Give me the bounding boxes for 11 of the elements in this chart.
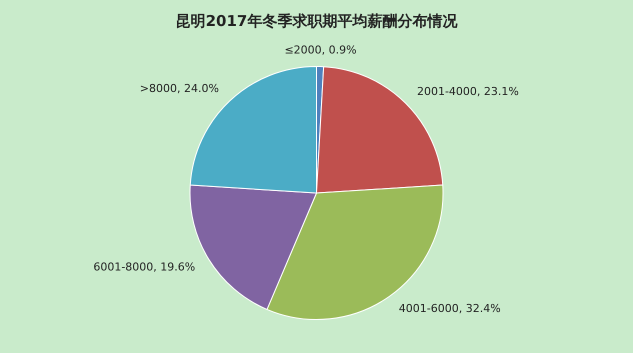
data-label: , 23.1% xyxy=(476,84,519,98)
data-label: , 0.9% xyxy=(322,43,357,56)
chart-title: 昆明2017年冬季求职期平均薪酬分布情况 xyxy=(174,12,458,31)
data-label: , 32.4% xyxy=(458,302,501,316)
slice-label: >8000 xyxy=(140,82,178,95)
slice-label: 2001-4000 xyxy=(416,84,477,98)
data-label: , 24.0% xyxy=(177,82,219,95)
data-label: , 19.6% xyxy=(153,260,196,274)
slice-label: 4001-6000 xyxy=(398,302,459,316)
slice-label: 6001-8000 xyxy=(93,260,154,274)
slice-label: ≤2000 xyxy=(284,43,322,56)
